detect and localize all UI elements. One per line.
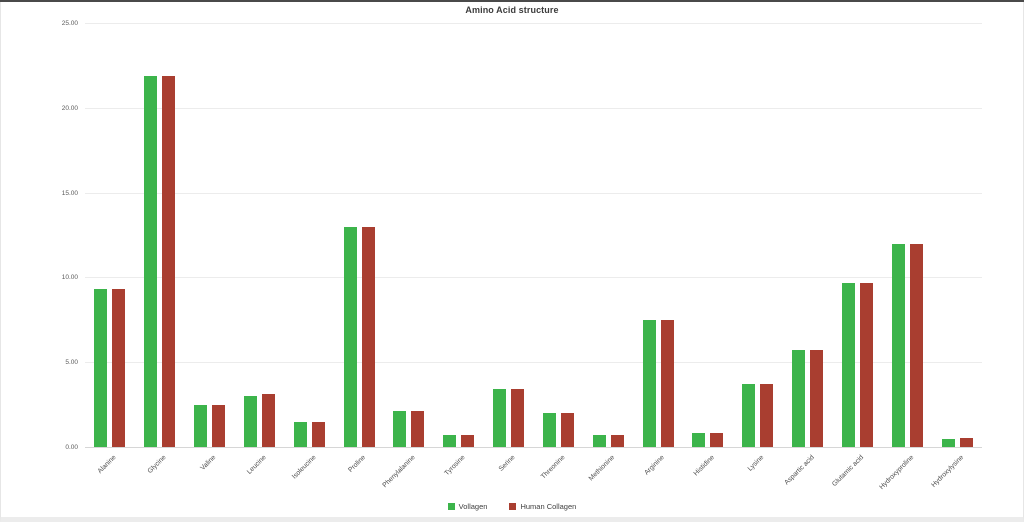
bar-human-collagen (859, 282, 873, 447)
bar-vollagen (144, 75, 158, 447)
bar-vollagen (692, 433, 706, 447)
bar-vollagen (343, 226, 357, 447)
y-axis-tick-label: 15.00 (61, 189, 78, 197)
x-axis-label: Aspartic acid (783, 454, 816, 487)
gridline (85, 277, 982, 279)
bar-human-collagen (560, 413, 574, 447)
x-axis-label: Threonine (539, 454, 567, 481)
bar-vollagen (493, 389, 507, 447)
x-axis-label: Serine (497, 454, 517, 473)
bar-vollagen (243, 396, 257, 447)
y-axis-tick-label: 10.00 (61, 274, 78, 282)
gridline (85, 192, 982, 194)
gridline (85, 107, 982, 109)
x-axis-label: Isoleucine (290, 454, 318, 481)
bar-human-collagen (411, 411, 425, 447)
x-axis-label: Valine (199, 454, 218, 472)
bar-vollagen (542, 413, 556, 447)
bar-vollagen (293, 421, 307, 447)
bar-vollagen (443, 435, 457, 447)
legend-label: Human Collagen (520, 502, 577, 511)
bar-human-collagen (959, 437, 973, 447)
x-axis-label: Methionine (587, 454, 617, 483)
bar-human-collagen (710, 433, 724, 447)
x-axis-label: Glycine (146, 454, 168, 475)
x-axis-label: Alanine (96, 454, 118, 475)
bar-human-collagen (660, 319, 674, 447)
bar-human-collagen (112, 289, 126, 447)
x-axis-label: Phenylalanine (381, 454, 417, 490)
bar-human-collagen (311, 421, 325, 447)
bar-vollagen (742, 384, 756, 447)
bar-vollagen (891, 243, 905, 447)
legend-swatch-icon (509, 503, 517, 510)
chart-title: Amino Acid structure (465, 5, 559, 15)
bar-vollagen (592, 435, 606, 447)
bar-vollagen (194, 404, 208, 447)
legend-item-human-collagen: Human Collagen (509, 502, 576, 511)
bar-vollagen (841, 282, 855, 447)
bar-vollagen (393, 411, 407, 447)
x-axis-label: Hydroxylysine (930, 454, 966, 489)
gridline (85, 23, 982, 24)
x-axis-label: Proline (347, 454, 368, 474)
bar-human-collagen (909, 243, 923, 447)
y-axis-tick-label: 25.00 (61, 20, 78, 27)
bar-vollagen (792, 350, 806, 447)
bar-human-collagen (162, 75, 176, 447)
gridline (85, 447, 982, 448)
x-axis-label: Glutamic acid (831, 454, 866, 489)
y-axis-tick-label: 0.00 (65, 444, 78, 451)
x-axis-label: Lysine (746, 454, 766, 473)
bar-human-collagen (511, 389, 525, 447)
legend: Vollagen Human Collagen (0, 502, 1024, 511)
y-axis-tick-label: 5.00 (65, 359, 78, 367)
legend-label: Vollagen (458, 502, 488, 511)
legend-item-vollagen: Vollagen (447, 502, 488, 511)
gridline (85, 362, 982, 364)
x-axis-label: Hydroxyproline (878, 454, 916, 492)
bar-human-collagen (760, 384, 774, 447)
y-axis-tick-label: 20.00 (61, 104, 78, 112)
x-axis-label: Leucine (245, 454, 268, 476)
bar-vollagen (642, 319, 656, 447)
bar-human-collagen (361, 226, 375, 447)
legend-swatch-icon (447, 503, 455, 510)
x-axis-label: Histidine (692, 454, 716, 478)
bar-vollagen (941, 438, 955, 447)
bar-vollagen (94, 289, 108, 447)
bar-human-collagen (261, 394, 275, 447)
bar-human-collagen (212, 404, 226, 447)
bar-human-collagen (461, 435, 475, 447)
x-axis-label: Arginine (643, 454, 667, 477)
bar-human-collagen (810, 350, 824, 447)
x-axis-label: Tyrosine (443, 454, 467, 478)
bar-human-collagen (610, 435, 624, 447)
